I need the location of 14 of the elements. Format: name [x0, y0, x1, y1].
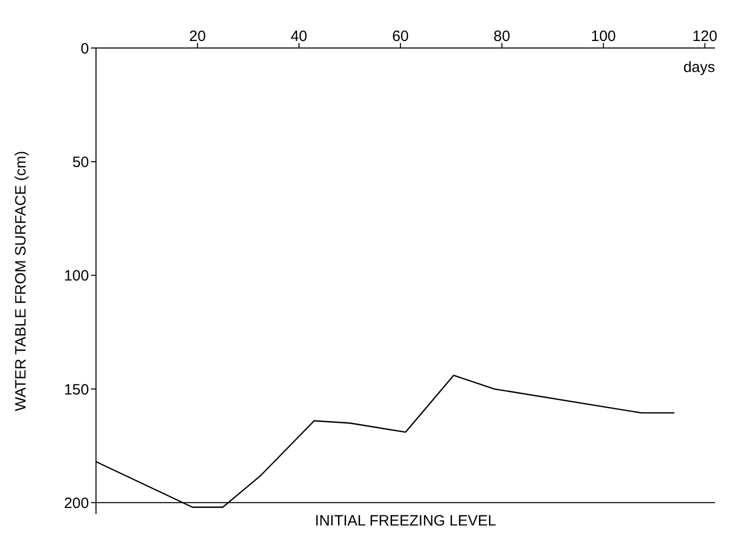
y-tick-label: 200 — [64, 494, 89, 512]
x-tick-label: 60 — [392, 28, 409, 45]
x-tick-label: 100 — [590, 28, 616, 45]
ref-line-label: INITIAL FREEZING LEVEL — [314, 512, 496, 530]
x-tick-label: 20 — [189, 28, 206, 45]
x-tick-label: 80 — [494, 28, 510, 45]
y-tick-label: 150 — [64, 381, 89, 398]
y-tick-label: 0 — [80, 40, 89, 58]
x-axis-title: days — [683, 59, 715, 76]
x-tick-label: 40 — [290, 28, 308, 45]
y-tick-label: 100 — [64, 268, 89, 285]
y-tick-label: 50 — [72, 154, 89, 171]
x-tick-label: 120 — [692, 28, 718, 45]
y-axis-title: WATER TABLE FROM SURFACE (cm) — [12, 150, 30, 412]
